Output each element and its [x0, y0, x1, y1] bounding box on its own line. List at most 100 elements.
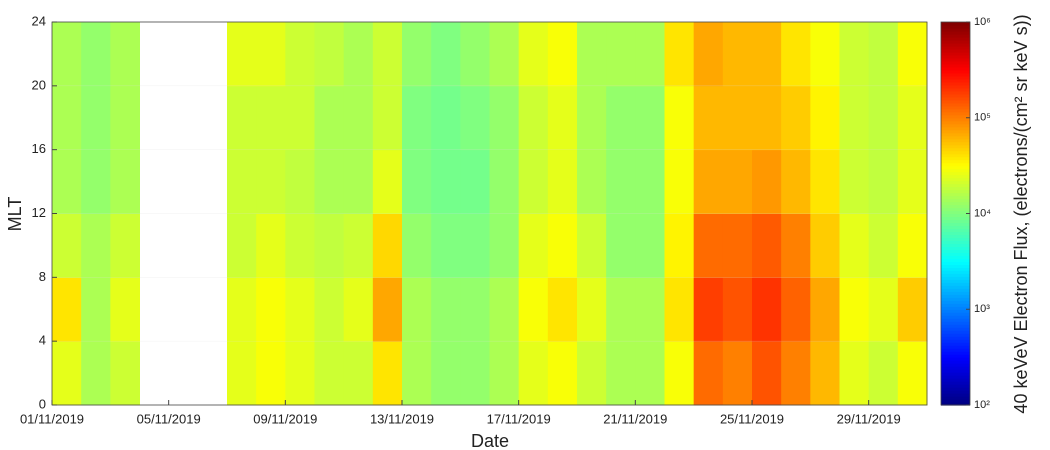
- colorbar-swatch: [941, 363, 970, 367]
- heat-cell: [402, 149, 432, 214]
- colorbar-tick-label: 10⁶: [974, 16, 991, 28]
- heat-cell: [693, 85, 724, 151]
- heat-cell: [897, 277, 928, 342]
- colorbar-swatch: [941, 105, 970, 110]
- heat-cell: [372, 22, 403, 87]
- colorbar-swatch: [941, 45, 970, 50]
- heat-cell: [81, 22, 111, 87]
- heat-cell: [460, 149, 490, 214]
- colorbar-swatch: [941, 255, 970, 259]
- heat-cell: [460, 341, 490, 406]
- heat-cell: [227, 341, 257, 406]
- colorbar-swatch: [941, 183, 970, 188]
- heat-cell: [518, 22, 549, 87]
- heat-cell: [839, 277, 870, 342]
- colorbar-swatch: [941, 111, 970, 116]
- colorbar-swatch: [941, 135, 970, 140]
- heat-cell: [314, 149, 345, 214]
- heat-cell: [110, 341, 140, 406]
- heat-cell: [343, 85, 374, 151]
- heat-cell: [110, 277, 140, 342]
- colorbar-tick-label: 10²: [974, 399, 990, 411]
- heat-cell: [547, 85, 578, 151]
- heat-cell: [868, 149, 899, 214]
- colorbar-swatch: [941, 357, 970, 361]
- colorbar-swatch: [941, 231, 970, 236]
- colorbar-swatch: [941, 366, 970, 370]
- colorbar-swatch: [941, 243, 970, 248]
- heat-cell: [897, 213, 928, 278]
- heat-cell: [81, 149, 111, 214]
- colorbar-swatch: [941, 225, 970, 230]
- colorbar-swatch: [941, 384, 970, 388]
- heat-cell: [343, 277, 374, 342]
- colorbar-swatch: [941, 36, 970, 41]
- heat-cell: [256, 85, 286, 151]
- heat-cell: [314, 277, 345, 342]
- colorbar-swatch: [941, 192, 970, 197]
- heat-cell: [431, 277, 461, 342]
- heat-cell: [781, 341, 811, 406]
- heat-cell: [227, 85, 257, 151]
- y-tick-label: 4: [39, 333, 46, 348]
- heat-cell: [577, 277, 607, 342]
- colorbar-swatch: [941, 90, 970, 95]
- colorbar-tick-label: 10³: [974, 303, 990, 315]
- colorbar-swatch: [941, 351, 970, 355]
- colorbar-swatch: [941, 57, 970, 62]
- colorbar-swatch: [941, 339, 970, 343]
- colorbar-label: 40 keVeV Electron Flux, (electrons/(cm² …: [1011, 14, 1031, 413]
- heat-cell: [606, 85, 636, 151]
- colorbar-swatch: [941, 51, 970, 56]
- colorbar-swatch: [941, 252, 970, 256]
- heat-cell: [693, 22, 724, 87]
- heat-cell: [110, 213, 140, 278]
- colorbar-swatch: [941, 282, 970, 286]
- heat-cell: [402, 213, 432, 278]
- colorbar-swatch: [941, 288, 970, 292]
- colorbar-swatch: [941, 120, 970, 125]
- colorbar-swatch: [941, 24, 970, 29]
- heat-cell: [372, 213, 403, 278]
- colorbar-swatch: [941, 306, 970, 310]
- heat-cell: [897, 341, 928, 406]
- heat-cell: [722, 85, 753, 151]
- heat-cell: [606, 213, 636, 278]
- heat-cell: [752, 149, 782, 214]
- heat-cell: [547, 22, 578, 87]
- heat-cell: [547, 149, 578, 214]
- heat-cell: [693, 341, 724, 406]
- y-axis-label: MLT: [5, 197, 25, 232]
- heat-cell: [52, 22, 82, 87]
- colorbar-swatch: [941, 321, 970, 325]
- colorbar-swatch: [941, 249, 970, 253]
- colorbar-swatch: [941, 129, 970, 134]
- x-tick-label: 13/11/2019: [370, 411, 434, 426]
- colorbar-swatch: [941, 81, 970, 86]
- colorbar-swatch: [941, 375, 970, 379]
- colorbar-swatch: [941, 54, 970, 59]
- heat-cell: [110, 85, 140, 151]
- x-tick-label: 01/11/2019: [20, 411, 84, 426]
- heat-cell: [460, 22, 490, 87]
- heat-cell: [52, 277, 82, 342]
- colorbar-swatch: [941, 372, 970, 376]
- colorbar-swatch: [941, 240, 970, 245]
- colorbar-swatch: [941, 219, 970, 224]
- heat-cell: [868, 277, 899, 342]
- colorbar-swatch: [941, 33, 970, 38]
- heat-cell: [547, 277, 578, 342]
- colorbar-swatch: [941, 141, 970, 146]
- heat-cell: [110, 149, 140, 214]
- heat-cell: [722, 213, 753, 278]
- colorbar-swatch: [941, 216, 970, 221]
- heat-cell: [285, 85, 315, 151]
- colorbar-swatch: [941, 234, 970, 239]
- heat-cell: [810, 277, 840, 342]
- heat-cell: [343, 149, 374, 214]
- heat-cell: [781, 22, 811, 87]
- heat-cell: [839, 85, 870, 151]
- heat-cell: [285, 22, 315, 87]
- colorbar-swatch: [941, 210, 970, 215]
